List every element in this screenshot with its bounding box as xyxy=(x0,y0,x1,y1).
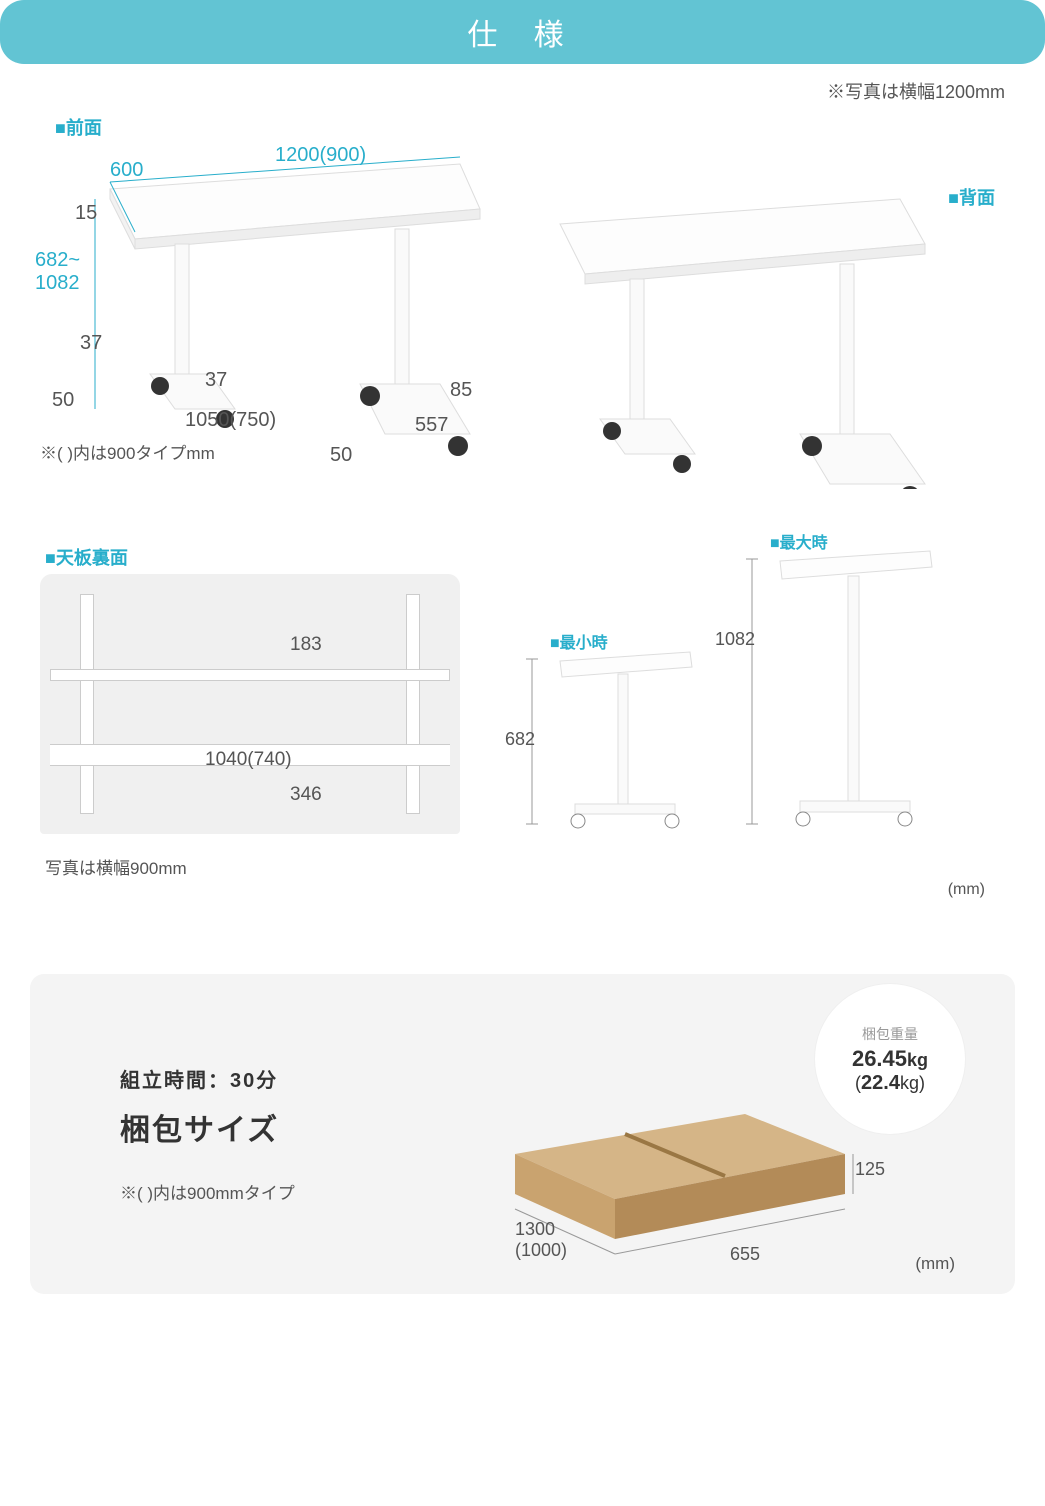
max-value: 1082 xyxy=(715,629,755,650)
weight-alt: (22.4kg) xyxy=(855,1072,925,1095)
dim-caster2: 50 xyxy=(330,444,352,467)
dim-caster: 50 xyxy=(52,389,74,412)
underside-dim-width: 1040(740) xyxy=(205,749,292,771)
pkg-dim-height: 125 xyxy=(855,1159,885,1180)
weight-badge: 梱包重量 26.45kg (22.4kg) xyxy=(815,984,965,1134)
pkg-dim-width: 655 xyxy=(730,1244,760,1265)
package-title: 梱包サイズ xyxy=(120,1105,295,1149)
min-height-diagram xyxy=(520,649,700,839)
weight-caption: 梱包重量 xyxy=(862,1024,918,1044)
underside-dim-top: 183 xyxy=(290,634,322,656)
row-front-back: ■前面 1200(900) 600 15 682~ 1082 37 50 37 … xyxy=(0,114,1045,494)
weight-main-unit: kg xyxy=(907,1050,928,1070)
row-underside-heights: ■天板裏面 183 1040(740) 346 写真は横幅900mm ■最小時 … xyxy=(0,534,1045,894)
min-value: 682 xyxy=(505,729,535,750)
front-note: ※( )内は900タイプmm xyxy=(40,439,215,464)
underside-dim-bottom: 346 xyxy=(290,784,322,806)
underside-label: ■天板裏面 xyxy=(45,544,128,570)
heights-unit: (mm) xyxy=(948,881,985,899)
dim-leg-inner: 37 xyxy=(205,369,227,392)
back-desk-diagram xyxy=(530,189,970,489)
max-height-diagram xyxy=(740,549,940,839)
pkg-len-val: 1300 xyxy=(515,1219,555,1239)
pkg-dim-length: 1300 (1000) xyxy=(515,1219,567,1261)
weight-alt-unit: kg xyxy=(900,1073,919,1093)
weight-main: 26.45kg xyxy=(852,1046,928,1072)
dim-width-top: 1200(900) xyxy=(275,144,366,167)
weight-alt-val: 22.4 xyxy=(861,1072,900,1094)
spec-header: 仕 様 xyxy=(0,0,1045,64)
dim-leg-h: 37 xyxy=(80,332,102,355)
dim-depth: 600 xyxy=(110,159,143,182)
pkg-len-alt: (1000) xyxy=(515,1240,567,1260)
package-text: 組立時間：30分 梱包サイズ ※( )内は900mmタイプ xyxy=(120,1064,295,1204)
underside-caption: 写真は横幅900mm xyxy=(45,854,187,879)
assembly-time: 組立時間：30分 xyxy=(120,1064,295,1093)
dim-thickness: 15 xyxy=(75,202,97,225)
package-diagram: 梱包重量 26.45kg (22.4kg) 1300 (1000) 655 12… xyxy=(475,1004,955,1254)
dim-caster-w: 85 xyxy=(450,379,472,402)
package-note: ※( )内は900mmタイプ xyxy=(120,1179,295,1204)
dim-height-range: 682~ 1082 xyxy=(35,249,80,295)
underside-panel: 183 1040(740) 346 xyxy=(40,574,460,834)
photo-width-note: ※写真は横幅1200mm xyxy=(0,78,1005,104)
pkg-unit: (mm) xyxy=(915,1254,955,1274)
spec-title: 仕 様 xyxy=(467,19,577,52)
package-section: 組立時間：30分 梱包サイズ ※( )内は900mmタイプ 梱包重量 26.45… xyxy=(30,974,1015,1294)
dim-base-depth: 557 xyxy=(415,414,448,437)
dim-base-width: 1050(750) xyxy=(185,409,276,432)
weight-main-val: 26.45 xyxy=(852,1046,907,1071)
